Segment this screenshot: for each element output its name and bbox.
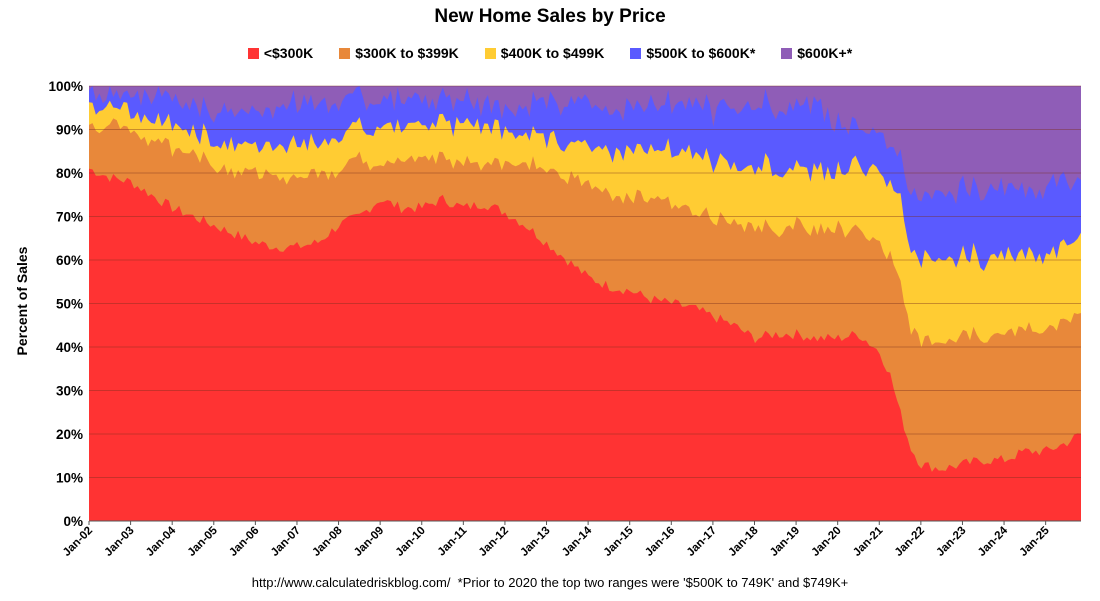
x-tick-label: Jan-10 [394,525,428,559]
x-tick-label: Jan-02 [61,525,95,559]
x-tick-label: Jan-20 [810,525,844,559]
legend-swatch [484,47,496,59]
x-tick-label: Jan-15 [602,524,637,559]
y-tick-label: 0% [63,514,83,529]
legend-label: $600K+* [797,45,853,61]
legend-item: $300K to $399K [339,45,459,61]
y-axis-label: Percent of Sales [14,246,30,356]
x-tick-label: Jan-16 [643,525,677,559]
y-tick-label: 60% [56,253,83,268]
x-tick-label: Jan-07 [269,525,303,559]
legend-label: $500K to $600K* [646,45,756,61]
y-axis-ticks: 0% 10% 20% 30% 40% 50% 60% 70% 80% 90% 100% [48,79,83,529]
x-tick-label: Jan-04 [144,524,179,559]
x-tick-label: Jan-03 [102,525,136,559]
legend-swatch [247,47,259,59]
legend-item: $600K+* [781,45,852,61]
y-tick-label: 30% [56,384,83,399]
x-tick-label: Jan-11 [436,524,470,558]
y-tick-label: 70% [56,210,83,225]
x-tick-label: Jan-18 [726,524,761,559]
x-tick-label: Jan-06 [227,525,261,559]
legend: <$300K $300K to $399K $400K to $499K $500K … [0,45,1100,61]
x-tick-label: Jan-09 [352,525,386,559]
legend-label: <$300K [263,45,314,61]
x-tick-label: Jan-19 [768,525,802,559]
x-tick-label: Jan-23 [934,525,968,559]
x-tick-label: Jan-17 [685,525,719,559]
y-tick-label: 90% [56,123,83,138]
x-tick-label: Jan-24 [976,524,1011,559]
x-tick-label: Jan-05 [186,524,221,559]
x-tick-label: Jan-21 [851,524,886,559]
chart-title: New Home Sales by Price [434,6,666,27]
y-tick-label: 20% [56,427,83,442]
legend-swatch [630,47,642,59]
y-tick-label: 100% [48,79,83,94]
y-tick-label: 80% [56,166,83,181]
legend-swatch [339,47,351,59]
legend-item: <$300K [247,45,314,61]
legend-item: $400K to $499K [484,45,605,61]
x-tick-label: Jan-12 [477,525,511,559]
area-series [89,168,1081,522]
legend-label: $400K to $499K [500,45,605,61]
x-tick-label: Jan-08 [310,524,345,559]
x-tick-label: Jan-22 [893,525,927,559]
x-tick-label: Jan-25 [1018,524,1053,559]
y-tick-label: 10% [56,471,83,486]
legend-swatch [781,47,793,59]
source-footnote: http://www.calculatedriskblog.com/ *Prio… [251,575,849,590]
legend-label: $300K to $399K [355,45,459,61]
y-tick-label: 40% [56,340,83,355]
gridlines [89,85,1081,478]
x-axis-ticks: Jan-02 Jan-03 Jan-04 Jan-05 Jan-06 Jan-07 Jan-… [61,521,1052,559]
x-tick-label: Jan-13 [518,525,552,559]
legend-item: $500K to $600K* [630,45,755,61]
x-tick-label: Jan-14 [560,524,595,559]
y-tick-label: 50% [56,297,83,312]
